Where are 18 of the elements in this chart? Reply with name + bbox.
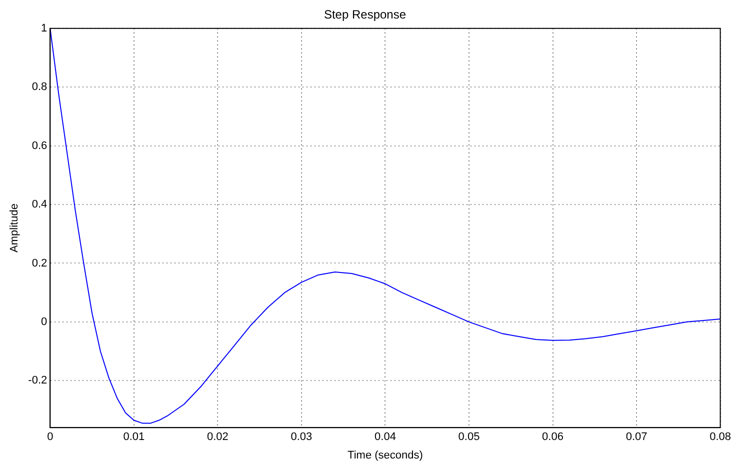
x-tick-label: 0.04 [374, 431, 396, 444]
x-tick-label: 0.06 [542, 431, 564, 444]
x-tick-label: 0.01 [123, 431, 145, 444]
x-tick-label: 0.02 [206, 431, 228, 444]
y-tick-label: -0.2 [28, 374, 48, 387]
y-tick-label: 0 [41, 316, 48, 328]
chart-title: Step Response [324, 8, 406, 22]
y-tick-label: 0.6 [32, 140, 48, 152]
x-tick-label: 0.03 [290, 431, 312, 444]
y-tick-label: 1 [41, 22, 48, 34]
y-tick-label: 0.2 [32, 257, 48, 270]
y-tick-label: 0.8 [32, 81, 48, 94]
x-axis-title: Time (seconds) [348, 449, 423, 462]
x-tick-label: 0.07 [626, 431, 648, 444]
y-tick-label: 0.4 [32, 198, 48, 211]
x-tick-label: 0.05 [458, 431, 480, 444]
y-axis-title: Amplitude [8, 204, 21, 252]
x-tick-label: 0.08 [710, 431, 732, 444]
